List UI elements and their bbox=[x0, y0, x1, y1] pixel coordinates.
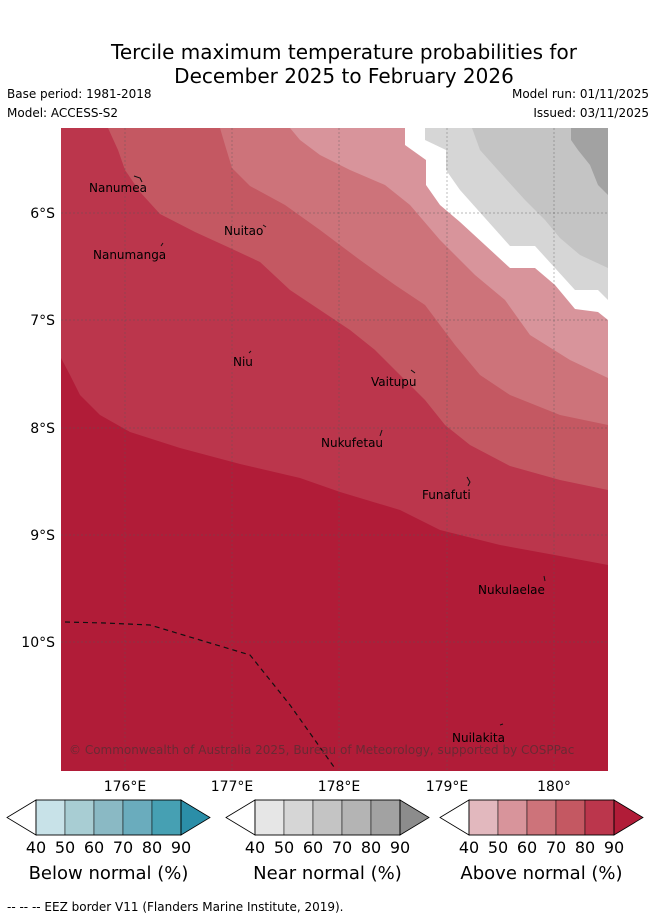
near-normal-title: Near normal (%) bbox=[253, 863, 402, 884]
island-nuilakita bbox=[499, 723, 504, 726]
below-normal-swatch bbox=[93, 799, 124, 836]
place-label-nukulaelae: Nukulaelae bbox=[478, 583, 545, 597]
lat-label-8s: 8°S bbox=[30, 421, 55, 437]
near-normal-swatch bbox=[370, 799, 401, 836]
near-normal-tick-label: 60 bbox=[303, 838, 323, 857]
below-normal-tick-label: 70 bbox=[113, 838, 133, 857]
eez-footnote: -- -- -- EEZ border V11 (Flanders Marine… bbox=[7, 900, 344, 914]
above-normal-colorbar: 40 50 60 70 80 90 Above normal (%) bbox=[439, 799, 644, 884]
near-normal-swatch bbox=[254, 799, 285, 836]
island-nukulaelae bbox=[543, 575, 546, 582]
gridlines bbox=[61, 128, 608, 771]
lon-label-179e: 179°E bbox=[426, 779, 469, 795]
above-normal-swatch bbox=[555, 799, 586, 836]
near-normal-extend-low bbox=[225, 799, 256, 836]
below-normal-swatch bbox=[35, 799, 66, 836]
below-normal-swatch bbox=[151, 799, 182, 836]
place-label-vaitupu: Vaitupu bbox=[371, 375, 417, 389]
lon-label-178e: 178°E bbox=[318, 779, 361, 795]
place-label-niu: Niu bbox=[233, 355, 253, 369]
lat-label-9s: 9°S bbox=[30, 528, 55, 544]
above-normal-extend-high bbox=[613, 799, 644, 836]
place-label-nuitao: Nuitao bbox=[224, 224, 263, 238]
near-normal-swatch bbox=[283, 799, 314, 836]
near-normal-70 bbox=[571, 128, 608, 195]
below-normal-extend-low bbox=[6, 799, 37, 836]
lat-label-7s: 7°S bbox=[30, 313, 55, 329]
near-normal-tick-label: 70 bbox=[332, 838, 352, 857]
island-vaitupu bbox=[410, 369, 416, 374]
above-normal-extend-low bbox=[439, 799, 470, 836]
below-normal-tick-label: 50 bbox=[55, 838, 75, 857]
title-line-1: Tercile maximum temperature probabilitie… bbox=[111, 40, 577, 64]
below-normal-tick-label: 40 bbox=[26, 838, 46, 857]
above-normal-tick-label: 60 bbox=[517, 838, 537, 857]
below-normal-tick-label: 60 bbox=[84, 838, 104, 857]
near-normal-extend-high bbox=[399, 799, 430, 836]
above-normal-tick-label: 40 bbox=[459, 838, 479, 857]
near-normal-tick-label: 90 bbox=[390, 838, 410, 857]
place-label-nanumea: Nanumea bbox=[89, 181, 147, 195]
island-nanumea bbox=[133, 175, 143, 183]
islands bbox=[133, 175, 546, 726]
lon-label-177e: 177°E bbox=[211, 779, 254, 795]
above-normal-title: Above normal (%) bbox=[460, 863, 622, 884]
below-normal-colorbar: 40 50 60 70 80 90 Below normal (%) bbox=[6, 799, 211, 884]
below-normal-swatch bbox=[64, 799, 95, 836]
above-normal-tick-label: 80 bbox=[575, 838, 595, 857]
island-niu bbox=[248, 350, 252, 354]
place-label-nukufetau: Nukufetau bbox=[321, 436, 383, 450]
above-normal-swatch bbox=[526, 799, 557, 836]
island-nukufetau bbox=[379, 429, 383, 437]
near-normal-outline bbox=[254, 799, 401, 836]
island-nuitao bbox=[262, 224, 267, 228]
above-normal-swatch bbox=[468, 799, 499, 836]
place-labels: Nanumea Nuitao Nanumanga Niu Vaitupu Nuk… bbox=[89, 181, 545, 745]
near-normal-tick-label: 40 bbox=[245, 838, 265, 857]
lat-label-6s: 6°S bbox=[30, 206, 55, 222]
near-normal-tick-label: 50 bbox=[274, 838, 294, 857]
near-normal-swatch bbox=[341, 799, 372, 836]
near-normal-60 bbox=[472, 128, 608, 268]
above-normal-tick-label: 50 bbox=[488, 838, 508, 857]
model-run: Model run: 01/11/2025 bbox=[511, 87, 649, 101]
lat-labels: 6°S 7°S 8°S 9°S 10°S bbox=[21, 206, 55, 651]
colorbar-legends: 40 50 60 70 80 90 Below normal (%) 40 50 60 70 80 90… bbox=[6, 799, 644, 884]
lon-labels: 176°E 177°E 178°E 179°E 180° bbox=[104, 779, 571, 795]
above-normal-swatch bbox=[584, 799, 615, 836]
below-normal-tick-label: 90 bbox=[171, 838, 191, 857]
lon-label-180: 180° bbox=[537, 779, 571, 795]
above-normal-tick-label: 70 bbox=[546, 838, 566, 857]
above-normal-swatch bbox=[497, 799, 528, 836]
eez-border bbox=[64, 621, 335, 768]
island-funafuti bbox=[466, 476, 471, 487]
issued-date: Issued: 03/11/2025 bbox=[533, 106, 649, 120]
below-normal-extend-high bbox=[180, 799, 211, 836]
island-nanumanga bbox=[160, 242, 164, 247]
base-period: Base period: 1981-2018 bbox=[7, 87, 152, 101]
model-name: Model: ACCESS-S2 bbox=[7, 106, 119, 120]
chart-title: Tercile maximum temperature probabilitie… bbox=[0, 40, 655, 88]
below-normal-tick-label: 80 bbox=[142, 838, 162, 857]
near-normal-tick-label: 80 bbox=[361, 838, 381, 857]
above-normal-outline bbox=[468, 799, 615, 836]
title-line-2: December 2025 to February 2026 bbox=[174, 64, 514, 88]
place-label-nuilakita: Nuilakita bbox=[452, 731, 505, 745]
probability-map bbox=[61, 128, 608, 771]
place-label-nanumanga: Nanumanga bbox=[93, 248, 166, 262]
below-normal-title: Below normal (%) bbox=[29, 863, 189, 884]
copyright-notice: © Commonwealth of Australia 2025, Bureau… bbox=[69, 743, 574, 757]
place-label-funafuti: Funafuti bbox=[422, 488, 471, 502]
near-normal-swatch bbox=[312, 799, 343, 836]
near-normal-colorbar: 40 50 60 70 80 90 Near normal (%) bbox=[225, 799, 430, 884]
below-normal-outline bbox=[35, 799, 182, 836]
above-normal-tick-label: 90 bbox=[604, 838, 624, 857]
lon-label-176e: 176°E bbox=[104, 779, 147, 795]
below-normal-swatch bbox=[122, 799, 153, 836]
lat-label-10s: 10°S bbox=[21, 635, 55, 651]
